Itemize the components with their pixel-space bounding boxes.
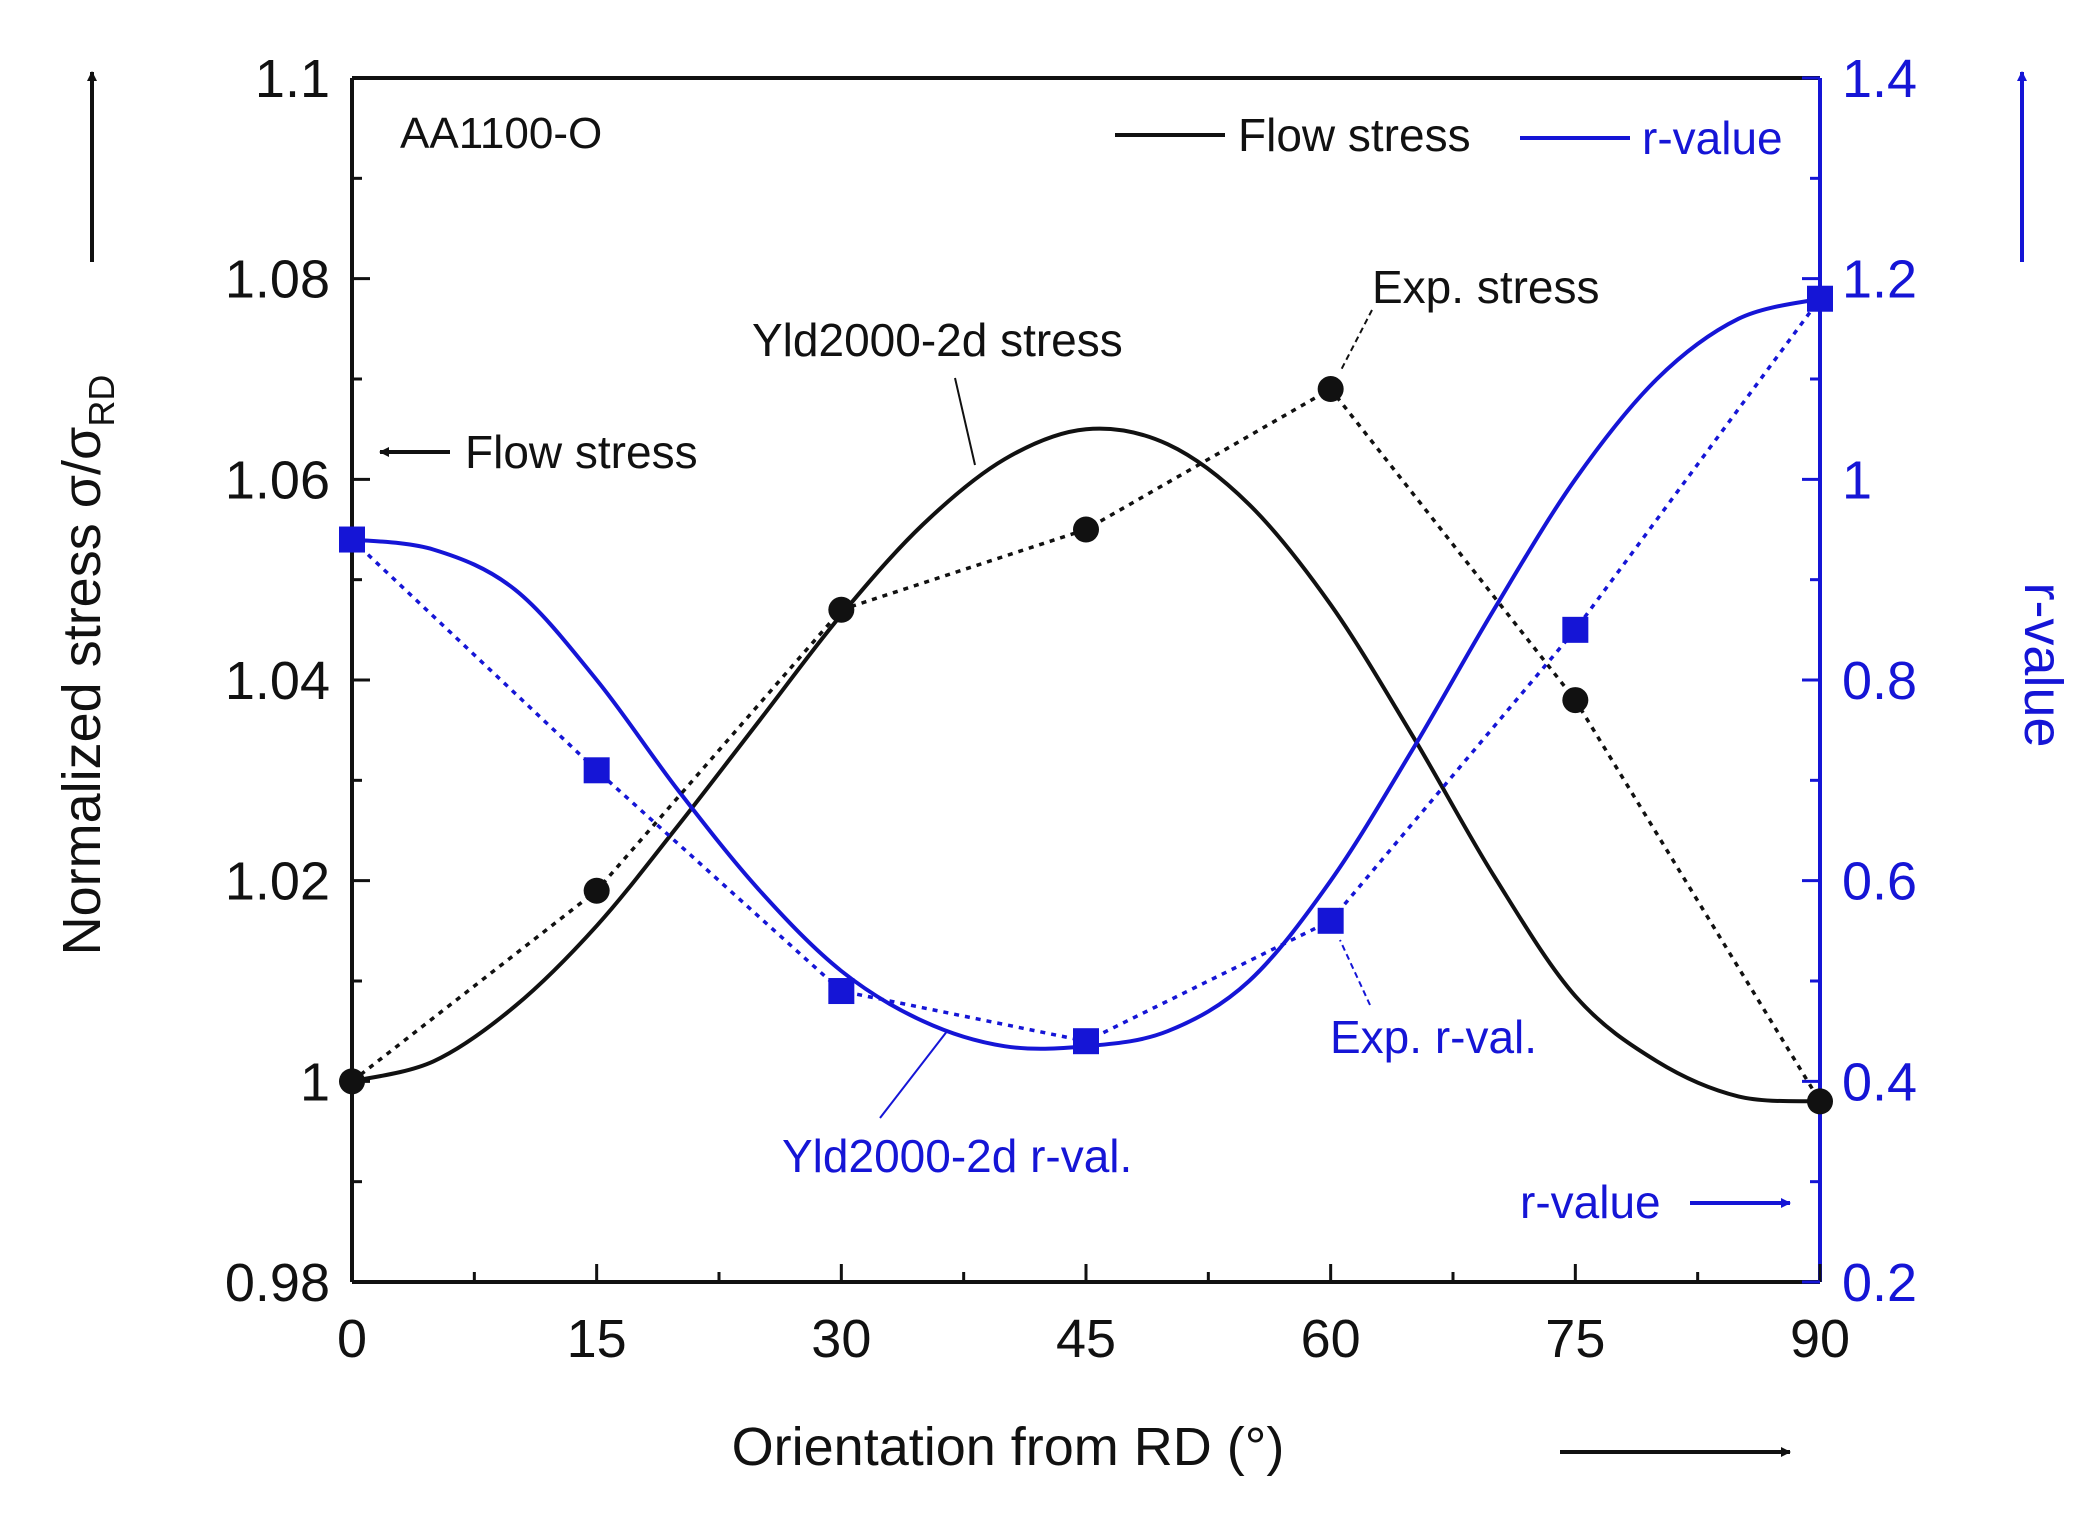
- y-left-tick-label: 1: [300, 1052, 330, 1112]
- x-tick-label: 0: [337, 1309, 367, 1369]
- x-tick-label: 30: [811, 1309, 871, 1369]
- series-exp-stress-point: [339, 1068, 365, 1095]
- annotation-yld-r: Yld2000-2d r-val.: [782, 1130, 1132, 1182]
- x-axis-title: Orientation from RD (°): [732, 1417, 1285, 1477]
- y-left-tick-label: 1.06: [225, 450, 330, 510]
- series-exp-r-val-point: [583, 757, 610, 784]
- series-yld2000-2d-r-val-line: [351, 296, 1821, 1051]
- x-tick-label: 60: [1301, 1309, 1361, 1369]
- panel-label: AA1100-O: [400, 109, 602, 158]
- annotation-flow-stress: Flow stress: [465, 426, 698, 478]
- annotation-r-value: r-value: [1520, 1176, 1661, 1228]
- y-left-tick-label: 1.1: [255, 49, 330, 109]
- series-exp-stress-point: [583, 877, 610, 904]
- series-exp-r-val-point: [1073, 1028, 1099, 1055]
- annotation-exp-stress-leader: [1339, 309, 1373, 373]
- annotation-yld-stress-leader: [954, 377, 976, 466]
- legend-flow-stress-label: Flow stress: [1238, 109, 1471, 161]
- y-left-tick-label: 0.98: [225, 1253, 330, 1313]
- y-right-tick-label: 0.6: [1842, 852, 1917, 912]
- series-layer: [339, 285, 1833, 1115]
- annotation-exp-r-leader: [1339, 939, 1371, 1006]
- x-tick-label: 75: [1545, 1309, 1605, 1369]
- series-exp-stress-point: [1317, 376, 1344, 403]
- y-right-tick-label: 1.4: [1842, 49, 1917, 109]
- series-exp-stress-point: [1073, 516, 1099, 543]
- axis-ticks: [350, 76, 1822, 1284]
- series-exp-stress-point: [1807, 1088, 1833, 1115]
- y-left-tick-label: 1.08: [225, 250, 330, 310]
- series-exp-stress-point: [828, 596, 855, 623]
- tick-labels: 0 15 30 45 60 75 90 0.98 1 1.02 1.04 1.06 1.08 1.1 0.2…: [225, 49, 1917, 1369]
- annotation-yld-r-leader: [879, 1029, 949, 1119]
- y-left-tick-label: 1.04: [225, 651, 330, 711]
- annotation-exp-r: Exp. r-val.: [1330, 1011, 1537, 1063]
- left-axis-title-main: Normalized stress σ/σ: [52, 427, 112, 956]
- series-exp-r-val-point: [1317, 907, 1344, 934]
- y-right-tick-label: 1.2: [1842, 250, 1917, 310]
- annotation-exp-stress: Exp. stress: [1372, 261, 1600, 313]
- x-tick-label: 45: [1056, 1309, 1116, 1369]
- y-right-tick-label: 1: [1842, 450, 1872, 510]
- y-right-tick-label: 0.4: [1842, 1052, 1917, 1112]
- series-exp-r-val-line: [350, 297, 1822, 1044]
- left-axis-title-sub: RD: [81, 375, 122, 427]
- series-exp-stress-point: [1562, 687, 1589, 714]
- series-exp-r-val-point: [828, 978, 855, 1005]
- x-tick-label: 15: [567, 1309, 627, 1369]
- y-right-tick-label: 0.2: [1842, 1253, 1917, 1313]
- x-tick-label: 90: [1790, 1309, 1850, 1369]
- annotation-yld-stress: Yld2000-2d stress: [752, 314, 1123, 366]
- legend: Flow stress r-value: [1115, 109, 1783, 164]
- left-axis-title: Normalized stress σ/σRD: [52, 375, 122, 956]
- series-exp-r-val-point: [339, 526, 365, 553]
- legend-r-value-label: r-value: [1642, 112, 1783, 164]
- series-exp-r-val-point: [1562, 616, 1589, 643]
- series-yld2000-2d-stress-line: [351, 426, 1821, 1104]
- series-exp-r-val-point: [1807, 285, 1833, 312]
- right-axis-title: r-value: [2013, 582, 2073, 747]
- y-left-tick-label: 1.02: [225, 852, 330, 912]
- y-right-tick-label: 0.8: [1842, 651, 1917, 711]
